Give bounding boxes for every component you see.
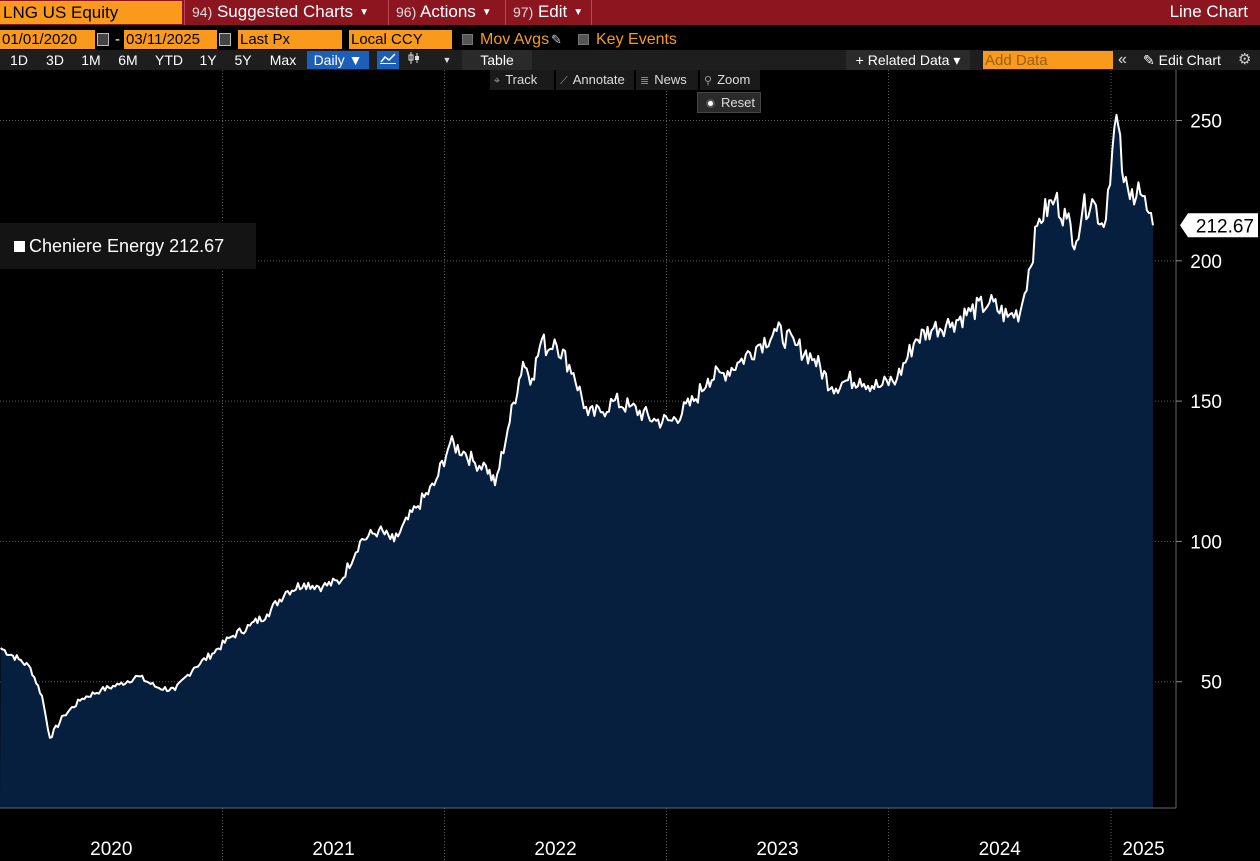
range-1d[interactable]: 1D bbox=[10, 52, 28, 68]
gear-icon[interactable]: ⚙ bbox=[1238, 51, 1252, 68]
menu-label: Actions bbox=[420, 2, 476, 21]
separator bbox=[505, 0, 506, 25]
reset-button[interactable]: Reset bbox=[697, 92, 761, 113]
menu-number: 97) bbox=[513, 4, 534, 20]
y-tick-label: 150 bbox=[1190, 392, 1222, 413]
last-value-tag: 212.67 bbox=[1180, 213, 1258, 238]
menu-number: 96) bbox=[396, 4, 417, 20]
calendar-icon[interactable] bbox=[97, 33, 109, 46]
candlestick-icon[interactable] bbox=[403, 51, 425, 69]
annotate-icon: ⟋ bbox=[560, 75, 568, 87]
y-tick-label: 200 bbox=[1190, 252, 1222, 273]
actions-menu[interactable]: 96) Actions ▼ bbox=[390, 0, 492, 25]
price-area bbox=[0, 114, 1153, 808]
x-tick-label: 2024 bbox=[979, 839, 1022, 860]
x-axis: 2020 2021 2022 2023 2024 2025 bbox=[0, 807, 1176, 860]
x-tick-label: 2021 bbox=[312, 839, 354, 860]
zoom-tool[interactable]: ⚲ Zoom bbox=[700, 70, 760, 90]
y-axis: 50 100 150 200 250 bbox=[1176, 112, 1222, 694]
caret-down-icon: ▼ bbox=[359, 7, 369, 18]
reset-dot-icon bbox=[706, 99, 715, 108]
magnifier-icon: ⚲ bbox=[704, 75, 713, 87]
field-select[interactable]: Last Px bbox=[238, 30, 342, 49]
x-tick-label: 2020 bbox=[90, 839, 132, 860]
annotate-tool[interactable]: ⟋ Annotate bbox=[556, 70, 634, 90]
line-chart-icon[interactable] bbox=[377, 51, 399, 69]
suggested-charts-menu[interactable]: 94) Suggested Charts ▼ bbox=[186, 0, 369, 25]
news-label: News bbox=[654, 72, 687, 87]
key-events-checkbox[interactable] bbox=[578, 34, 589, 45]
price-line bbox=[0, 113, 1154, 739]
caret-down-icon: ▼ bbox=[481, 7, 492, 18]
pencil-icon[interactable]: ✎ bbox=[551, 32, 562, 47]
track-label: Track bbox=[505, 72, 538, 87]
crosshair-icon: ⌖ bbox=[494, 75, 501, 87]
y-tick-label: 100 bbox=[1190, 532, 1222, 553]
date-field-bar: 01/01/2020 - 03/11/2025 Last Px Local CC… bbox=[0, 30, 1260, 50]
periodicity-select[interactable]: Daily ▼ bbox=[307, 51, 369, 69]
range-1y[interactable]: 1Y bbox=[199, 52, 217, 68]
news-icon: ≣ bbox=[640, 75, 650, 87]
range-3d[interactable]: 3D bbox=[46, 52, 64, 68]
x-tick-label: 2023 bbox=[756, 839, 798, 860]
y-tick-label: 250 bbox=[1190, 112, 1222, 133]
currency-select[interactable]: Local CCY bbox=[349, 30, 452, 49]
range-5y[interactable]: 5Y bbox=[234, 52, 252, 68]
reset-label: Reset bbox=[721, 95, 755, 110]
zoom-label: Zoom bbox=[717, 72, 751, 87]
chart-legend[interactable]: Cheniere Energy 212.67 bbox=[0, 223, 256, 269]
key-events-label: Key Events bbox=[596, 31, 677, 48]
range-6m[interactable]: 6M bbox=[118, 52, 138, 68]
menu-number: 94) bbox=[192, 4, 213, 20]
caret-down-icon: ▼ bbox=[573, 7, 584, 18]
edit-chart-button[interactable]: ✎ Edit Chart bbox=[1143, 52, 1221, 68]
line-chart-glyph bbox=[380, 53, 396, 64]
calendar-icon[interactable] bbox=[219, 33, 231, 46]
separator bbox=[591, 0, 592, 25]
x-tick-label: 2025 bbox=[1122, 839, 1164, 860]
last-value-label: 212.67 bbox=[1196, 216, 1254, 237]
x-tick-label: 2022 bbox=[534, 839, 576, 860]
separator bbox=[388, 0, 389, 25]
menu-label: Edit bbox=[537, 2, 568, 21]
menu-label: Suggested Charts bbox=[216, 2, 354, 21]
range-bar: 1D 3D 1M 6M YTD 1Y 5Y Max Daily ▼ ▼ Tabl… bbox=[0, 50, 1260, 70]
range-ytd[interactable]: YTD bbox=[155, 52, 183, 68]
chart-type-label: Line Chart bbox=[1169, 2, 1248, 21]
y-tick-label: 50 bbox=[1201, 673, 1222, 694]
range-max[interactable]: Max bbox=[269, 52, 297, 68]
edit-menu[interactable]: 97) Edit ▼ bbox=[507, 0, 583, 25]
mov-avgs-checkbox[interactable] bbox=[462, 34, 473, 45]
date-separator: - bbox=[115, 31, 120, 48]
legend-swatch bbox=[14, 241, 25, 252]
collapse-icon[interactable]: « bbox=[1118, 51, 1127, 68]
ticker-input[interactable]: LNG US Equity bbox=[0, 1, 182, 24]
add-data-input[interactable] bbox=[983, 51, 1113, 69]
last-value-marker bbox=[1180, 213, 1258, 238]
top-bar: LNG US Equity 94) Suggested Charts ▼ 96) … bbox=[0, 0, 1260, 25]
start-date-input[interactable]: 01/01/2020 bbox=[0, 30, 95, 49]
news-tool[interactable]: ≣ News bbox=[636, 70, 698, 90]
separator bbox=[184, 0, 185, 25]
track-tool[interactable]: ⌖ Track bbox=[490, 70, 554, 90]
mov-avgs-label: Mov Avgs bbox=[480, 31, 550, 48]
legend-label: Cheniere Energy 212.67 bbox=[29, 236, 225, 256]
range-1m[interactable]: 1M bbox=[81, 52, 101, 68]
chart-style-dropdown-icon[interactable]: ▼ bbox=[442, 55, 452, 65]
annotate-label: Annotate bbox=[572, 72, 625, 87]
candlestick-glyph bbox=[408, 52, 419, 64]
end-date-input[interactable]: 03/11/2025 bbox=[124, 30, 217, 49]
table-button[interactable]: Table bbox=[462, 50, 532, 70]
related-data-button[interactable]: + Related Data ▾ bbox=[846, 50, 970, 70]
